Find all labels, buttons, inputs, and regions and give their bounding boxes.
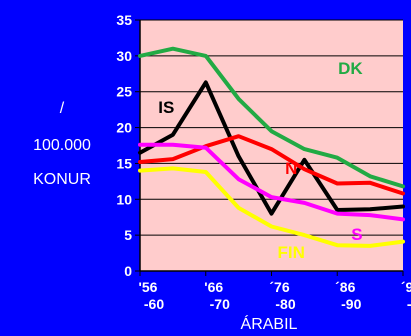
y-axis-label-line-1: / <box>60 100 65 117</box>
series-labels: DK IS N S FIN <box>158 59 363 262</box>
y-tick-label: 30 <box>116 48 132 64</box>
y-axis-label: / 100.000 KONUR <box>33 100 91 188</box>
y-tick-label: 15 <box>116 155 132 171</box>
y-tick-label: 0 <box>124 263 132 279</box>
x-tick-label-bottom: -00 <box>407 296 411 312</box>
series-label-fin: FIN <box>278 243 305 262</box>
y-tick-label: 5 <box>124 227 132 243</box>
x-tick-label-top: '56 <box>139 279 158 295</box>
series-line-n <box>138 134 405 196</box>
x-tick-label-top: '66 <box>204 279 223 295</box>
series-lines <box>138 46 405 248</box>
series-label-is: IS <box>158 98 174 117</box>
y-tick-label: 25 <box>116 84 132 100</box>
x-tick-label-bottom: -70 <box>210 296 230 312</box>
x-tick-label-bottom: -90 <box>341 296 361 312</box>
y-axis-label-line-2: 100.000 <box>33 137 91 154</box>
x-tick-label-bottom: -80 <box>275 296 295 312</box>
x-axis-label: ÁRABIL <box>241 314 298 333</box>
y-axis-label-line-3: KONUR <box>33 171 91 188</box>
series-line-s <box>138 142 405 222</box>
y-tick-label: 10 <box>116 191 132 207</box>
y-tick-labels: 0 5 10 15 20 25 30 35 <box>116 12 132 279</box>
x-tick-labels: '56-60 '66-70 ´76-80 ´86-90 ´96-00 <box>139 279 411 312</box>
series-label-s: S <box>351 225 362 244</box>
series-label-dk: DK <box>338 59 363 78</box>
x-tick-label-top: ´86 <box>335 279 355 295</box>
y-tick-label: 35 <box>116 12 132 28</box>
series-line-is <box>138 80 405 216</box>
x-tick-label-bottom: -60 <box>144 296 164 312</box>
series-line-fin <box>138 166 405 248</box>
gridlines <box>135 19 404 276</box>
x-tick-label-top: ´96 <box>401 279 411 295</box>
x-tick-label-top: ´76 <box>269 279 289 295</box>
series-line-dk <box>138 46 405 189</box>
y-tick-label: 20 <box>116 120 132 136</box>
series-label-n: N <box>285 159 297 178</box>
